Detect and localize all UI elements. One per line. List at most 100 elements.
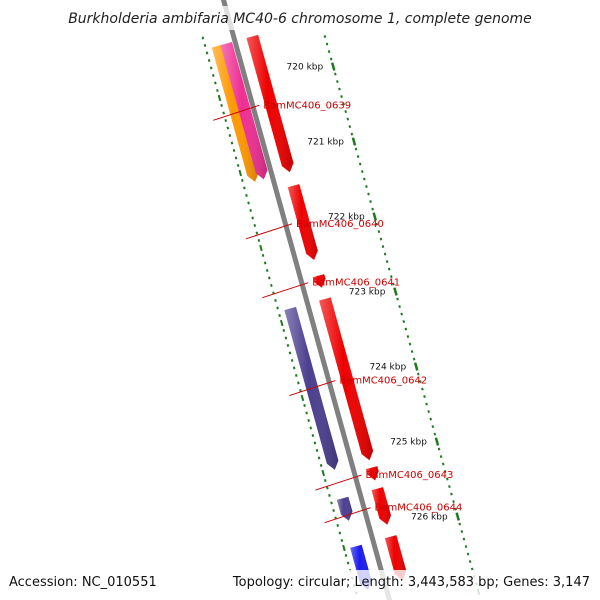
minor-tick-left: [381, 245, 385, 249]
minor-tick-left: [466, 552, 470, 556]
minor-tick-left: [342, 102, 345, 106]
minor-tick-right: [279, 319, 284, 327]
minor-tick-left: [367, 192, 370, 196]
minor-tick-left: [340, 95, 343, 99]
gene-label[interactable]: BamMC406_0639: [263, 100, 351, 111]
minor-tick-right: [267, 276, 271, 280]
minor-tick-left: [363, 177, 366, 181]
minor-tick-left: [385, 260, 389, 264]
tick-label: 725 kbp: [390, 438, 427, 448]
gene-feature[interactable]: [246, 34, 294, 173]
minor-tick-left: [338, 87, 341, 91]
minor-tick-right: [228, 134, 232, 137]
minor-tick-right: [259, 244, 263, 252]
minor-tick-right: [216, 89, 219, 92]
minor-tick-left: [462, 537, 466, 541]
gene-feature[interactable]: [371, 487, 391, 525]
minor-tick-left: [460, 530, 464, 534]
minor-tick-right: [222, 111, 225, 115]
minor-tick-right: [270, 284, 273, 287]
minor-tick-left: [354, 147, 358, 151]
minor-tick-left: [329, 57, 333, 61]
gene-arrow-shade: [246, 34, 294, 173]
minor-tick-right: [326, 486, 329, 490]
gene-arrow-shade: [319, 297, 374, 461]
gene-arrow-shade: [371, 487, 391, 525]
minor-tick-left: [450, 492, 453, 496]
footer-backdrop: [0, 570, 600, 600]
gene-label[interactable]: BamMC406_0641: [312, 278, 400, 289]
minor-tick-left: [416, 372, 420, 376]
gene-feature[interactable]: [287, 184, 318, 260]
minor-tick-right: [290, 359, 294, 362]
gene-feature[interactable]: [365, 466, 379, 481]
minor-tick-right: [241, 179, 244, 182]
minor-tick-left: [383, 252, 387, 256]
minor-tick-left: [375, 222, 379, 226]
tick-label: 721 kbp: [307, 138, 344, 148]
label-leader-line: [315, 474, 362, 491]
minor-tick-right: [294, 374, 298, 377]
gene-arrow-shade: [384, 535, 407, 581]
gene-feature[interactable]: [319, 297, 374, 461]
major-tick: [393, 287, 398, 296]
major-tick: [434, 437, 440, 446]
gene-label[interactable]: BamMC406_0640: [296, 219, 384, 230]
major-tick: [413, 362, 419, 371]
minor-tick-right: [282, 329, 286, 332]
minor-tick-left: [468, 560, 472, 564]
gene-arrow-shade: [312, 274, 326, 288]
minor-tick-left: [358, 162, 362, 166]
minor-tick-right: [309, 426, 313, 430]
minor-tick-left: [408, 342, 412, 346]
minor-tick-right: [232, 149, 236, 152]
minor-tick-right: [303, 404, 306, 407]
minor-tick-left: [410, 350, 414, 354]
minor-tick-right: [276, 306, 279, 310]
gene-label[interactable]: BamMC406_0642: [339, 376, 427, 387]
major-tick: [330, 62, 336, 71]
minor-tick-left: [334, 72, 337, 76]
gene-arrow-shade: [365, 466, 379, 481]
backbone-layer: [220, 0, 393, 600]
tick-label: 720 kbp: [287, 63, 324, 73]
minor-tick-left: [437, 447, 441, 451]
minor-tick-right: [313, 441, 317, 445]
minor-tick-right: [274, 299, 277, 302]
minor-tick-right: [305, 411, 308, 415]
accession-text: Accession: NC_010551: [9, 575, 157, 590]
minor-tick-right: [253, 224, 257, 227]
minor-tick-right: [249, 209, 252, 212]
minor-tick-right: [207, 59, 211, 62]
minor-tick-left: [404, 327, 408, 331]
minor-tick-right: [226, 126, 230, 130]
minor-tick-right: [288, 351, 292, 355]
minor-tick-left: [336, 80, 339, 84]
minor-tick-left: [448, 485, 451, 489]
minor-tick-right: [217, 94, 222, 102]
minor-tick-right: [286, 344, 290, 347]
minor-tick-left: [400, 312, 403, 316]
minor-tick-right: [317, 456, 321, 460]
minor-tick-left: [377, 230, 381, 234]
minor-tick-right: [263, 261, 267, 265]
minor-tick-left: [458, 522, 462, 526]
gene-label[interactable]: BamMC406_0643: [365, 470, 453, 481]
minor-tick-left: [356, 155, 360, 159]
map-title: Burkholderia ambifaria MC40-6 chromosome…: [68, 11, 532, 27]
minor-tick-left: [327, 50, 331, 54]
minor-tick-left: [396, 297, 399, 301]
gene-label[interactable]: BamMC406_0644: [375, 503, 463, 514]
minor-tick-right: [338, 531, 342, 535]
gene-feature[interactable]: [312, 274, 326, 288]
minor-tick-left: [398, 305, 401, 309]
label-leader-line: [324, 507, 371, 524]
minor-tick-right: [311, 434, 315, 437]
gene-feature[interactable]: [384, 535, 407, 581]
minor-tick-right: [342, 544, 346, 552]
label-leader-line: [245, 223, 293, 240]
minor-tick-left: [350, 132, 354, 136]
minor-tick-left: [433, 432, 437, 436]
